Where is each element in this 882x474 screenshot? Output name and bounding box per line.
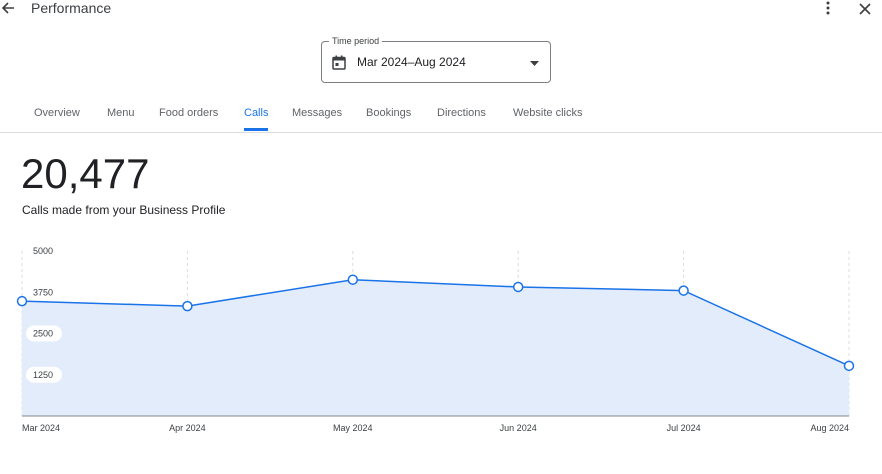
y-tick: 3750 <box>26 284 62 301</box>
total-calls-value: 20,477 <box>21 150 150 197</box>
tab-website-clicks[interactable]: Website clicks <box>513 107 583 119</box>
y-tick-background <box>26 284 62 301</box>
close-icon[interactable] <box>857 1 873 17</box>
y-tick-background <box>26 325 62 342</box>
x-tick-label: Apr 2024 <box>169 423 206 433</box>
x-tick-label: Jul 2024 <box>667 423 701 433</box>
page-title: Performance <box>31 0 112 16</box>
time-period-value: Mar 2024–Aug 2024 <box>357 55 466 69</box>
y-axis-ticks: 5000 3750 2500 1250 <box>26 246 62 383</box>
tab-menu[interactable]: Menu <box>107 107 135 119</box>
time-period-label: Time period <box>329 35 383 47</box>
caret-down-icon <box>529 60 539 66</box>
y-tick-label: 3750 <box>33 287 53 297</box>
tab-messages[interactable]: Messages <box>292 107 343 119</box>
y-tick-label: 1250 <box>33 370 53 380</box>
tab-calls[interactable]: Calls <box>244 106 269 131</box>
y-tick-label: 2500 <box>33 329 53 339</box>
x-tick-label: Aug 2024 <box>810 423 849 433</box>
data-point[interactable] <box>16 295 28 307</box>
tab-overview[interactable]: Overview <box>34 107 80 119</box>
y-tick: 5000 <box>33 246 53 256</box>
area-fill <box>22 279 849 416</box>
calendar-icon <box>332 55 346 70</box>
tab-bar: Overview Menu Food orders Calls Messages… <box>0 98 882 133</box>
arrow-left-icon[interactable] <box>0 0 16 16</box>
data-point[interactable] <box>347 274 359 285</box>
time-period-select[interactable]: Time period Mar 2024–Aug 2024 <box>321 35 551 83</box>
x-axis-labels: Mar 2024 Apr 2024 May 2024 Jun 2024 Jul 2024… <box>22 423 849 433</box>
data-point[interactable] <box>678 285 689 296</box>
x-tick-label: May 2024 <box>333 423 373 433</box>
x-tick-label: Mar 2024 <box>22 423 60 433</box>
tab-food-orders[interactable]: Food orders <box>159 107 219 119</box>
y-tick: 1250 <box>26 366 62 383</box>
tab-bookings[interactable]: Bookings <box>366 107 412 119</box>
top-bar: Performance <box>0 0 882 20</box>
series-line <box>21 278 850 367</box>
data-point[interactable] <box>182 300 193 312</box>
y-tick-background <box>26 366 62 383</box>
y-tick-label: 5000 <box>33 246 53 256</box>
data-point[interactable] <box>512 281 524 293</box>
x-tick-label: Jun 2024 <box>500 423 537 433</box>
more-vertical-icon[interactable] <box>820 0 836 16</box>
data-point[interactable] <box>843 360 855 372</box>
tab-directions[interactable]: Directions <box>437 107 486 119</box>
y-tick: 2500 <box>26 325 62 342</box>
total-calls-caption: Calls made from your Business Profile <box>22 203 226 217</box>
data-points <box>16 274 855 372</box>
calls-area-chart: 5000 3750 2500 1250 Mar 2024 Apr 2024 May 202… <box>16 246 855 433</box>
